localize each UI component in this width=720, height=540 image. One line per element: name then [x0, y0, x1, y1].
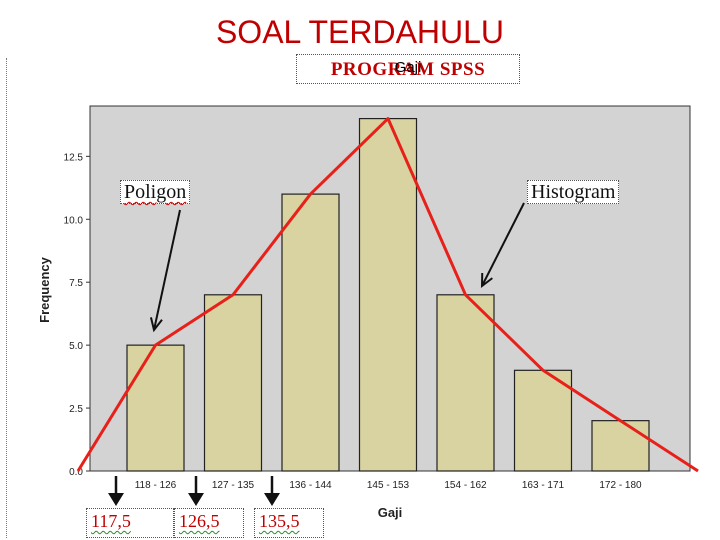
x-tick-label: 172 - 180	[599, 480, 642, 491]
spss-label: PROGRAM SPSS	[330, 59, 486, 80]
x-tick-label: 154 - 162	[444, 480, 487, 491]
boundary-box-1: 117,5	[86, 508, 174, 538]
boundary-arrow-icon	[188, 493, 204, 506]
boundary-box-2: 126,5	[174, 508, 244, 538]
spss-label-box: PROGRAM SPSS Gaji	[296, 54, 520, 84]
histogram-label: Histogram	[531, 181, 616, 203]
bar	[126, 344, 185, 472]
chart-title: Gaji	[394, 59, 422, 76]
bar	[358, 117, 418, 472]
slide-title: SOAL TERDAHULU	[215, 14, 505, 50]
bar	[203, 294, 263, 472]
histogram-callout: Histogram	[527, 180, 620, 204]
x-tick-label: 145 - 153	[367, 480, 410, 491]
bar	[436, 294, 495, 472]
poligon-callout: Poligon	[120, 180, 191, 204]
x-tick-label: 127 - 135	[212, 480, 255, 491]
boundary-arrow-icon	[264, 493, 280, 506]
boundary-label-1: 117,5	[91, 511, 131, 531]
poligon-arrow-icon	[153, 209, 181, 331]
bar	[591, 420, 650, 472]
bar	[281, 193, 340, 472]
x-tick-label: 163 - 171	[522, 480, 565, 491]
bar	[513, 369, 573, 472]
histogram-arrow-icon-head	[480, 272, 493, 289]
y-tick-label: 7.5	[69, 278, 83, 289]
poligon-arrow-icon-head	[149, 317, 163, 333]
left-border-line	[6, 58, 7, 538]
x-tick-label: 136 - 144	[289, 480, 332, 491]
y-tick-label: 12.5	[64, 152, 84, 163]
histogram-arrow-icon	[481, 202, 525, 287]
boundary-box-3: 135,5	[254, 508, 324, 538]
poligon-label: Poligon	[124, 181, 187, 203]
boundary-arrow-icon	[108, 493, 124, 506]
x-tick-label: 118 - 126	[135, 480, 177, 491]
y-tick-label: 5.0	[69, 341, 83, 352]
y-tick-label: 10.0	[64, 215, 84, 226]
y-tick-label: 2.5	[69, 404, 83, 415]
boundary-label-3: 135,5	[259, 511, 300, 531]
x-axis-label: Gaji	[378, 505, 403, 520]
y-tick-label: 0.0	[69, 467, 83, 478]
frequency-polygon-line	[76, 117, 699, 473]
boundary-label-2: 126,5	[179, 511, 220, 531]
y-axis-label: Frequency	[37, 256, 52, 323]
